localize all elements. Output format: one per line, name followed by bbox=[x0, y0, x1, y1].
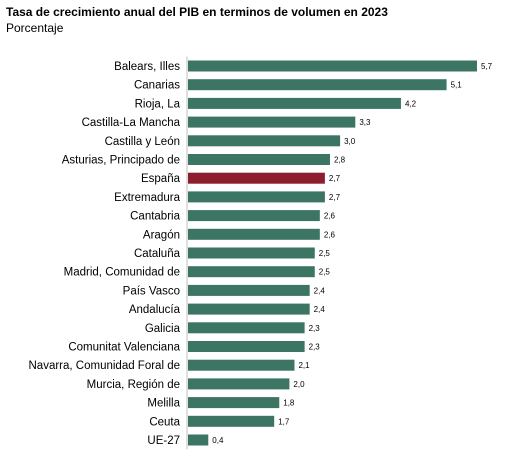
category-label-galicia: Galicia bbox=[145, 323, 181, 335]
value-label-castilla-la-mancha: 3,3 bbox=[359, 118, 371, 127]
bar-cataluna bbox=[188, 247, 315, 259]
bar-murcia-region-de bbox=[188, 378, 290, 390]
value-label-ue-27: 0,4 bbox=[212, 436, 224, 445]
value-label-espana: 2,7 bbox=[329, 174, 341, 183]
category-label-navarra-comunidad-foral-de: Navarra, Comunidad Foral de bbox=[29, 360, 181, 372]
bar-melilla bbox=[188, 397, 280, 409]
category-label-extremadura: Extremadura bbox=[114, 192, 180, 204]
bar-ue-27 bbox=[188, 434, 209, 446]
bar-espana bbox=[188, 172, 325, 184]
bar-ceuta bbox=[188, 415, 275, 427]
category-label-espana: España bbox=[141, 173, 181, 185]
value-label-andalucia: 2,4 bbox=[314, 305, 326, 314]
category-label-balears-illes: Balears, Illes bbox=[114, 61, 180, 73]
value-label-pais-vasco: 2,4 bbox=[314, 286, 326, 295]
category-label-comunitat-valenciana: Comunitat Valenciana bbox=[68, 342, 180, 354]
category-label-castilla-la-mancha: Castilla-La Mancha bbox=[82, 117, 181, 129]
bar-rioja-la bbox=[188, 97, 401, 109]
category-label-cantabria: Cantabria bbox=[130, 211, 180, 223]
value-label-asturias-principado-de: 2,8 bbox=[334, 156, 346, 165]
bar-castilla-la-mancha bbox=[188, 116, 356, 128]
bar-pais-vasco bbox=[188, 284, 310, 296]
category-label-pais-vasco: País Vasco bbox=[123, 285, 180, 297]
value-label-madrid-comunidad-de: 2,5 bbox=[319, 268, 331, 277]
value-label-navarra-comunidad-foral-de: 2,1 bbox=[298, 361, 310, 370]
value-label-extremadura: 2,7 bbox=[329, 193, 341, 202]
bar-andalucia bbox=[188, 303, 310, 315]
category-label-andalucia: Andalucía bbox=[129, 304, 181, 316]
value-label-castilla-y-leon: 3,0 bbox=[344, 137, 356, 146]
value-label-ceuta: 1,7 bbox=[278, 417, 290, 426]
category-label-murcia-region-de: Murcia, Región de bbox=[87, 379, 180, 391]
bar-cantabria bbox=[188, 210, 320, 222]
category-label-castilla-y-leon: Castilla y León bbox=[105, 136, 180, 148]
bar-extremadura bbox=[188, 191, 325, 203]
value-label-comunitat-valenciana: 2,3 bbox=[309, 343, 321, 352]
value-label-melilla: 1,8 bbox=[283, 399, 295, 408]
value-label-canarias: 5,1 bbox=[451, 81, 463, 90]
value-label-aragon: 2,6 bbox=[324, 230, 336, 239]
category-label-aragon: Aragón bbox=[143, 229, 180, 241]
category-label-ue-27: UE-27 bbox=[147, 435, 180, 447]
value-label-balears-illes: 5,7 bbox=[481, 62, 493, 71]
bar-asturias-principado-de bbox=[188, 154, 330, 165]
category-label-ceuta: Ceuta bbox=[149, 416, 180, 428]
bars-group: Balears, Illes 5,7 Canarias 5,1 Rioja, La 4,2… bbox=[29, 60, 493, 447]
bar-balears-illes bbox=[188, 60, 477, 72]
bar-galicia bbox=[188, 322, 305, 334]
chart-title: Tasa de crecimiento anual del PIB en ter… bbox=[6, 5, 388, 19]
bar-canarias bbox=[188, 79, 447, 91]
value-label-galicia: 2,3 bbox=[309, 324, 321, 333]
bar-comunitat-valenciana bbox=[188, 341, 305, 352]
value-label-rioja-la: 4,2 bbox=[405, 99, 417, 108]
category-label-asturias-principado-de: Asturias, Principado de bbox=[62, 155, 180, 167]
category-label-madrid-comunidad-de: Madrid, Comunidad de bbox=[64, 267, 180, 279]
category-label-canarias: Canarias bbox=[134, 80, 180, 92]
value-label-cantabria: 2,6 bbox=[324, 212, 336, 221]
category-label-rioja-la: Rioja, La bbox=[135, 98, 181, 110]
value-label-cataluna: 2,5 bbox=[319, 249, 331, 258]
value-label-murcia-region-de: 2,0 bbox=[293, 380, 305, 389]
category-label-cataluna: Cataluña bbox=[134, 248, 181, 260]
category-label-melilla: Melilla bbox=[147, 398, 180, 410]
bar-madrid-comunidad-de bbox=[188, 266, 315, 278]
bar-navarra-comunidad-foral-de bbox=[188, 359, 295, 371]
chart-subtitle: Porcentaje bbox=[6, 21, 64, 35]
bar-aragon bbox=[188, 228, 320, 240]
bar-castilla-y-leon bbox=[188, 135, 341, 147]
